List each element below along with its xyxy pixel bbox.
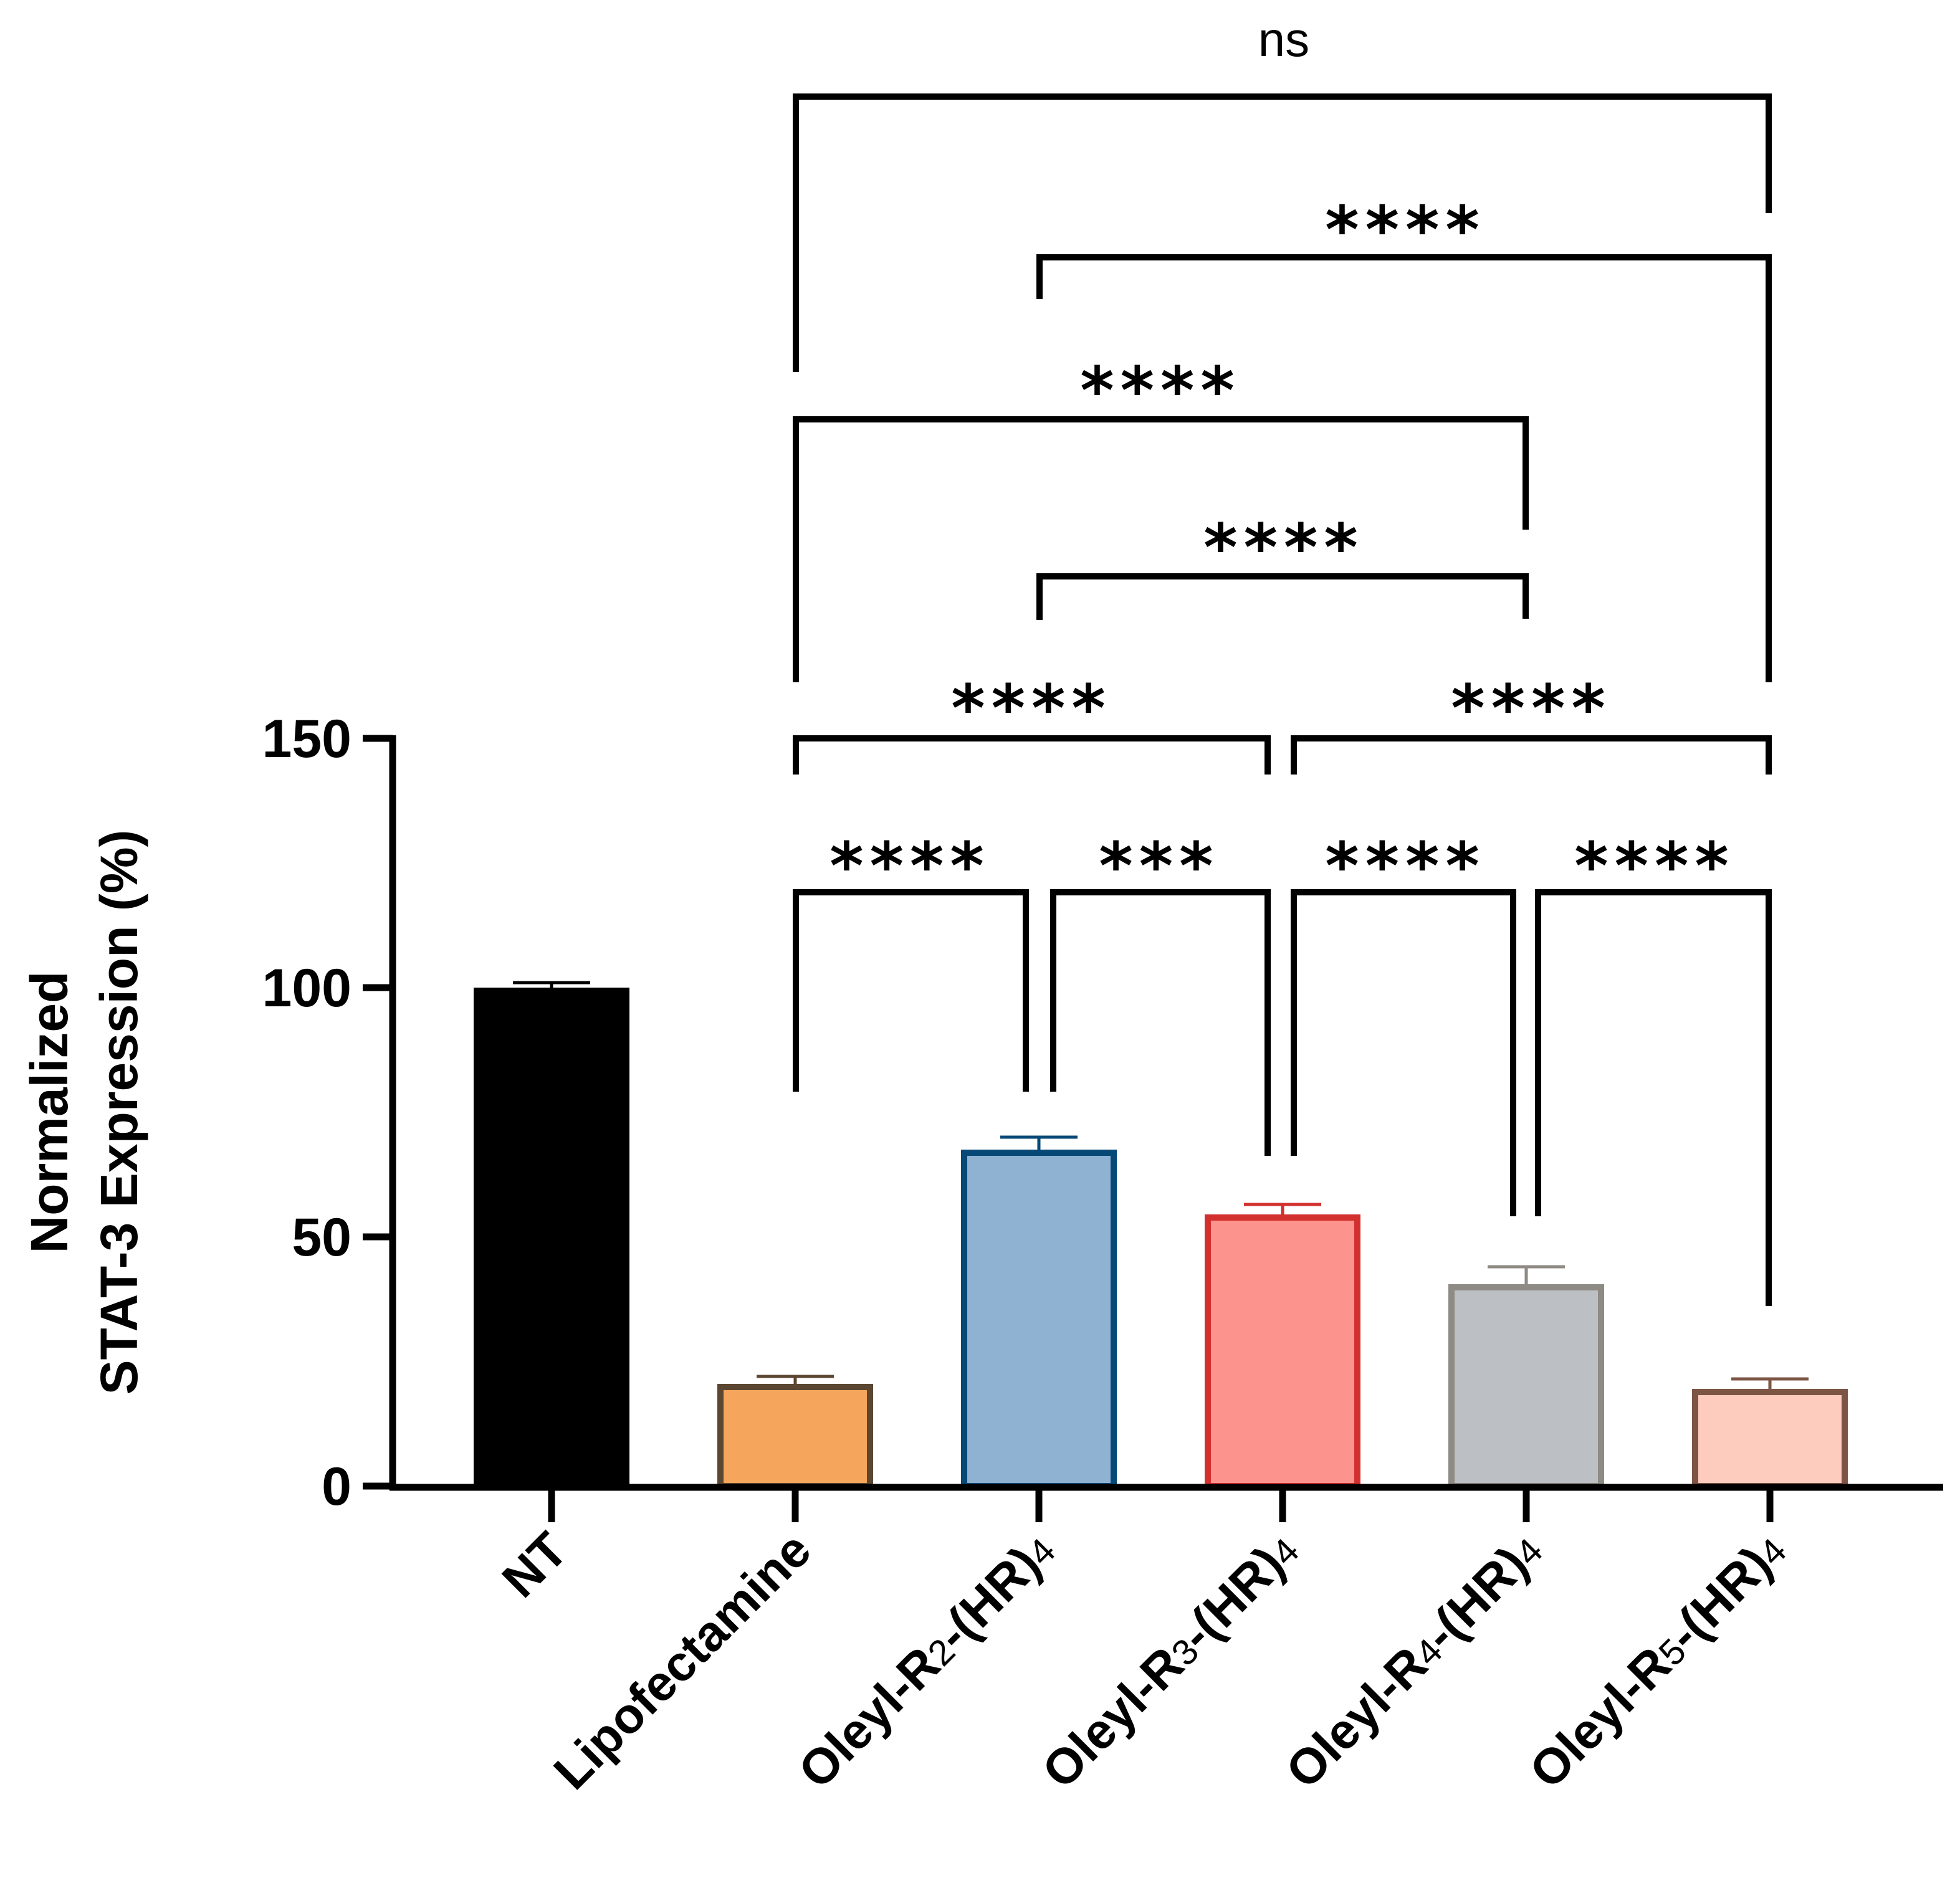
y-tick-label: 0 (322, 1457, 351, 1517)
significance-bracket (1535, 889, 1772, 1306)
x-axis: NTLipofectamineOleyl-R2-(HR)4Oleyl-R3-(H… (390, 1484, 1943, 1800)
significance-label: **** (1325, 192, 1486, 268)
significance-bracket (793, 93, 1772, 372)
bar (717, 1384, 873, 1489)
x-tick-label: Lipofectamine (543, 1522, 821, 1800)
significance-bracket (793, 735, 1271, 775)
x-tick-label: Oleyl-R2-(HR)4 (788, 1522, 1065, 1799)
significance-bracket (793, 889, 1029, 1092)
bar (961, 1150, 1117, 1489)
significance-label: **** (1451, 670, 1612, 746)
y-axis: 0 50 100 150 (262, 709, 396, 1517)
bars (474, 981, 1848, 1489)
bar (1205, 1214, 1360, 1489)
x-tick-label: NT (492, 1522, 578, 1608)
significance-label: **** (1080, 353, 1241, 429)
significance-bracket (1291, 889, 1516, 1216)
y-tick-label: 100 (262, 958, 352, 1018)
significance-label: **** (1325, 828, 1486, 904)
significance-label: ns (1258, 12, 1309, 67)
x-tick-label: Oleyl-R3-(HR)4 (1031, 1522, 1309, 1799)
bar (1692, 1389, 1848, 1489)
y-axis-title-line: Normalized (20, 971, 79, 1254)
significance-bracket (793, 416, 1529, 682)
significance-bracket (1291, 735, 1772, 775)
significance-label: *** (1099, 828, 1219, 904)
significance-label: **** (1203, 510, 1364, 586)
significance-bracket (1036, 254, 1772, 682)
y-axis-title: Normalized STAT-3 Expression (%) (20, 829, 148, 1394)
y-tick-label: 50 (292, 1208, 351, 1267)
y-tick-label: 150 (262, 709, 352, 769)
bar (1448, 1284, 1604, 1489)
significance-label: **** (1574, 828, 1735, 904)
significance-bracket (1036, 573, 1529, 620)
significance-brackets: **** *** **** ******** ****************ns (793, 12, 1772, 1306)
significance-label: **** (951, 670, 1112, 746)
significance-bracket (1050, 889, 1271, 1156)
x-tick-label: Oleyl-R4-(HR)4 (1275, 1522, 1552, 1799)
x-tick-label: Oleyl-R5-(HR)4 (1519, 1522, 1796, 1799)
bar (474, 988, 629, 1489)
y-axis-title-line: STAT-3 Expression (%) (90, 829, 148, 1394)
significance-label: **** (829, 828, 990, 904)
